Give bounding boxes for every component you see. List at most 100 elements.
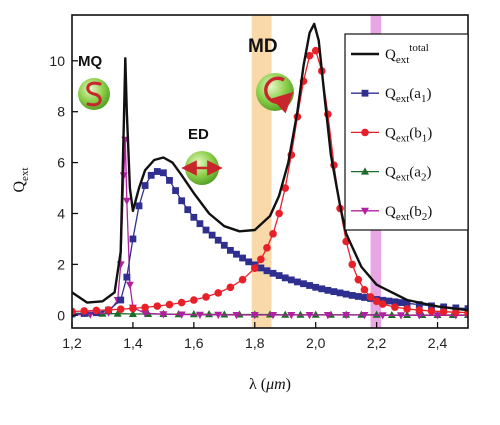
md-label: MD (248, 36, 278, 57)
data-point-b2 (159, 311, 168, 319)
data-point-b1 (238, 275, 247, 284)
data-point-b1 (190, 296, 198, 304)
x-tick-label: 2,4 (428, 335, 448, 351)
data-point-a1 (294, 278, 301, 286)
data-point-a1 (239, 254, 246, 262)
legend-entry-a2: Qext(a2) (351, 165, 431, 184)
data-point-b2 (269, 312, 278, 320)
series-layer (72, 22, 468, 320)
data-point-a2 (296, 310, 305, 318)
data-point-b2 (232, 312, 241, 320)
x-axis-ticks: 1,2 1,4 1,6 1,8 2,0 2,2 2,4 (62, 322, 447, 351)
data-point-a1 (245, 258, 253, 266)
data-point-a1 (403, 299, 411, 307)
data-point-b1 (92, 306, 101, 315)
data-point-b2 (141, 310, 150, 318)
x-tick-label: 1,8 (245, 335, 265, 351)
data-point-b1 (348, 260, 357, 269)
data-point-a1 (190, 213, 198, 221)
data-point-b1 (153, 302, 162, 310)
data-point-a2 (113, 309, 122, 317)
data-point-a1 (227, 246, 234, 254)
data-point-b1 (202, 293, 210, 301)
legend-label-b2: Qext(b2) (385, 204, 432, 223)
data-point-b2 (214, 311, 223, 319)
data-point-a1 (385, 297, 393, 305)
data-point-a2 (205, 310, 214, 318)
data-point-a2 (387, 310, 396, 319)
data-point-a1 (354, 293, 362, 300)
data-point-b2 (342, 312, 351, 320)
data-point-a2 (189, 310, 198, 318)
data-point-b1 (80, 307, 88, 315)
x-tick-label: 2,0 (306, 335, 326, 351)
data-point-b1 (354, 275, 363, 284)
x-tick-label: 1,2 (62, 335, 82, 351)
data-point-a1 (281, 274, 289, 282)
data-point-a1 (348, 292, 356, 299)
data-point-b1 (452, 308, 460, 317)
x-tick-label: 1,6 (184, 335, 204, 351)
data-point-a1 (318, 285, 326, 293)
data-point-b1 (372, 297, 381, 306)
data-point-a2 (128, 309, 137, 318)
data-point-b1 (366, 293, 375, 301)
y-axis-ticks: 0 2 4 6 8 10 (49, 53, 78, 323)
legend-marker-a2 (361, 167, 369, 175)
legend-entry-total: Qexttotal (351, 42, 429, 66)
data-point-a1 (275, 272, 283, 279)
data-point-b1 (263, 244, 271, 252)
data-point-a1 (342, 290, 350, 298)
mq-label: MQ (78, 53, 102, 70)
data-point-a1 (178, 197, 186, 205)
series-a1 (72, 168, 468, 318)
data-point-b1 (72, 307, 76, 316)
data-point-a1 (172, 187, 179, 194)
data-point-a1 (397, 299, 405, 306)
data-point-a1 (263, 267, 271, 275)
data-point-a1 (330, 288, 338, 296)
data-point-a1 (300, 280, 307, 288)
data-point-b1 (214, 289, 223, 297)
data-point-b2 (125, 281, 134, 289)
data-point-b2 (287, 312, 296, 320)
data-point-a1 (135, 202, 143, 210)
data-point-b1 (116, 305, 125, 313)
data-point-a1 (379, 296, 387, 304)
data-point-b2 (195, 311, 204, 319)
data-point-b1 (177, 298, 186, 307)
y-tick-label: 6 (57, 155, 65, 171)
y-tick-label: 2 (57, 256, 65, 272)
data-point-a1 (312, 283, 320, 291)
data-point-b1 (250, 264, 259, 272)
data-point-b1 (129, 304, 137, 313)
data-point-b1 (311, 46, 320, 55)
data-point-b2 (250, 312, 259, 320)
data-point-a1 (287, 276, 295, 284)
legend-label-a1: Qext(a1) (385, 86, 431, 105)
legend-entry-b2: Qext(b2) (351, 204, 432, 223)
data-point-b1 (439, 307, 448, 316)
data-point-b1 (378, 300, 387, 308)
ed-label: ED (188, 126, 209, 143)
data-point-a1 (117, 296, 125, 304)
data-point-a1 (324, 286, 332, 294)
data-point-b2 (323, 312, 332, 320)
data-point-a1 (220, 241, 228, 249)
legend-label-total: Qexttotal (385, 42, 429, 66)
data-point-b1 (104, 306, 113, 314)
y-tick-label: 4 (57, 205, 65, 221)
data-point-a1 (257, 264, 265, 272)
series-total (72, 22, 468, 312)
data-point-b1 (226, 283, 235, 292)
data-point-a1 (184, 206, 192, 214)
data-point-a1 (361, 294, 368, 301)
data-point-b1 (391, 303, 399, 311)
data-point-a1 (202, 226, 210, 234)
data-point-a1 (166, 177, 173, 184)
y-tick-label: 0 (57, 307, 65, 323)
data-point-a1 (336, 289, 344, 297)
data-point-a1 (233, 250, 240, 258)
data-point-a1 (129, 235, 137, 243)
